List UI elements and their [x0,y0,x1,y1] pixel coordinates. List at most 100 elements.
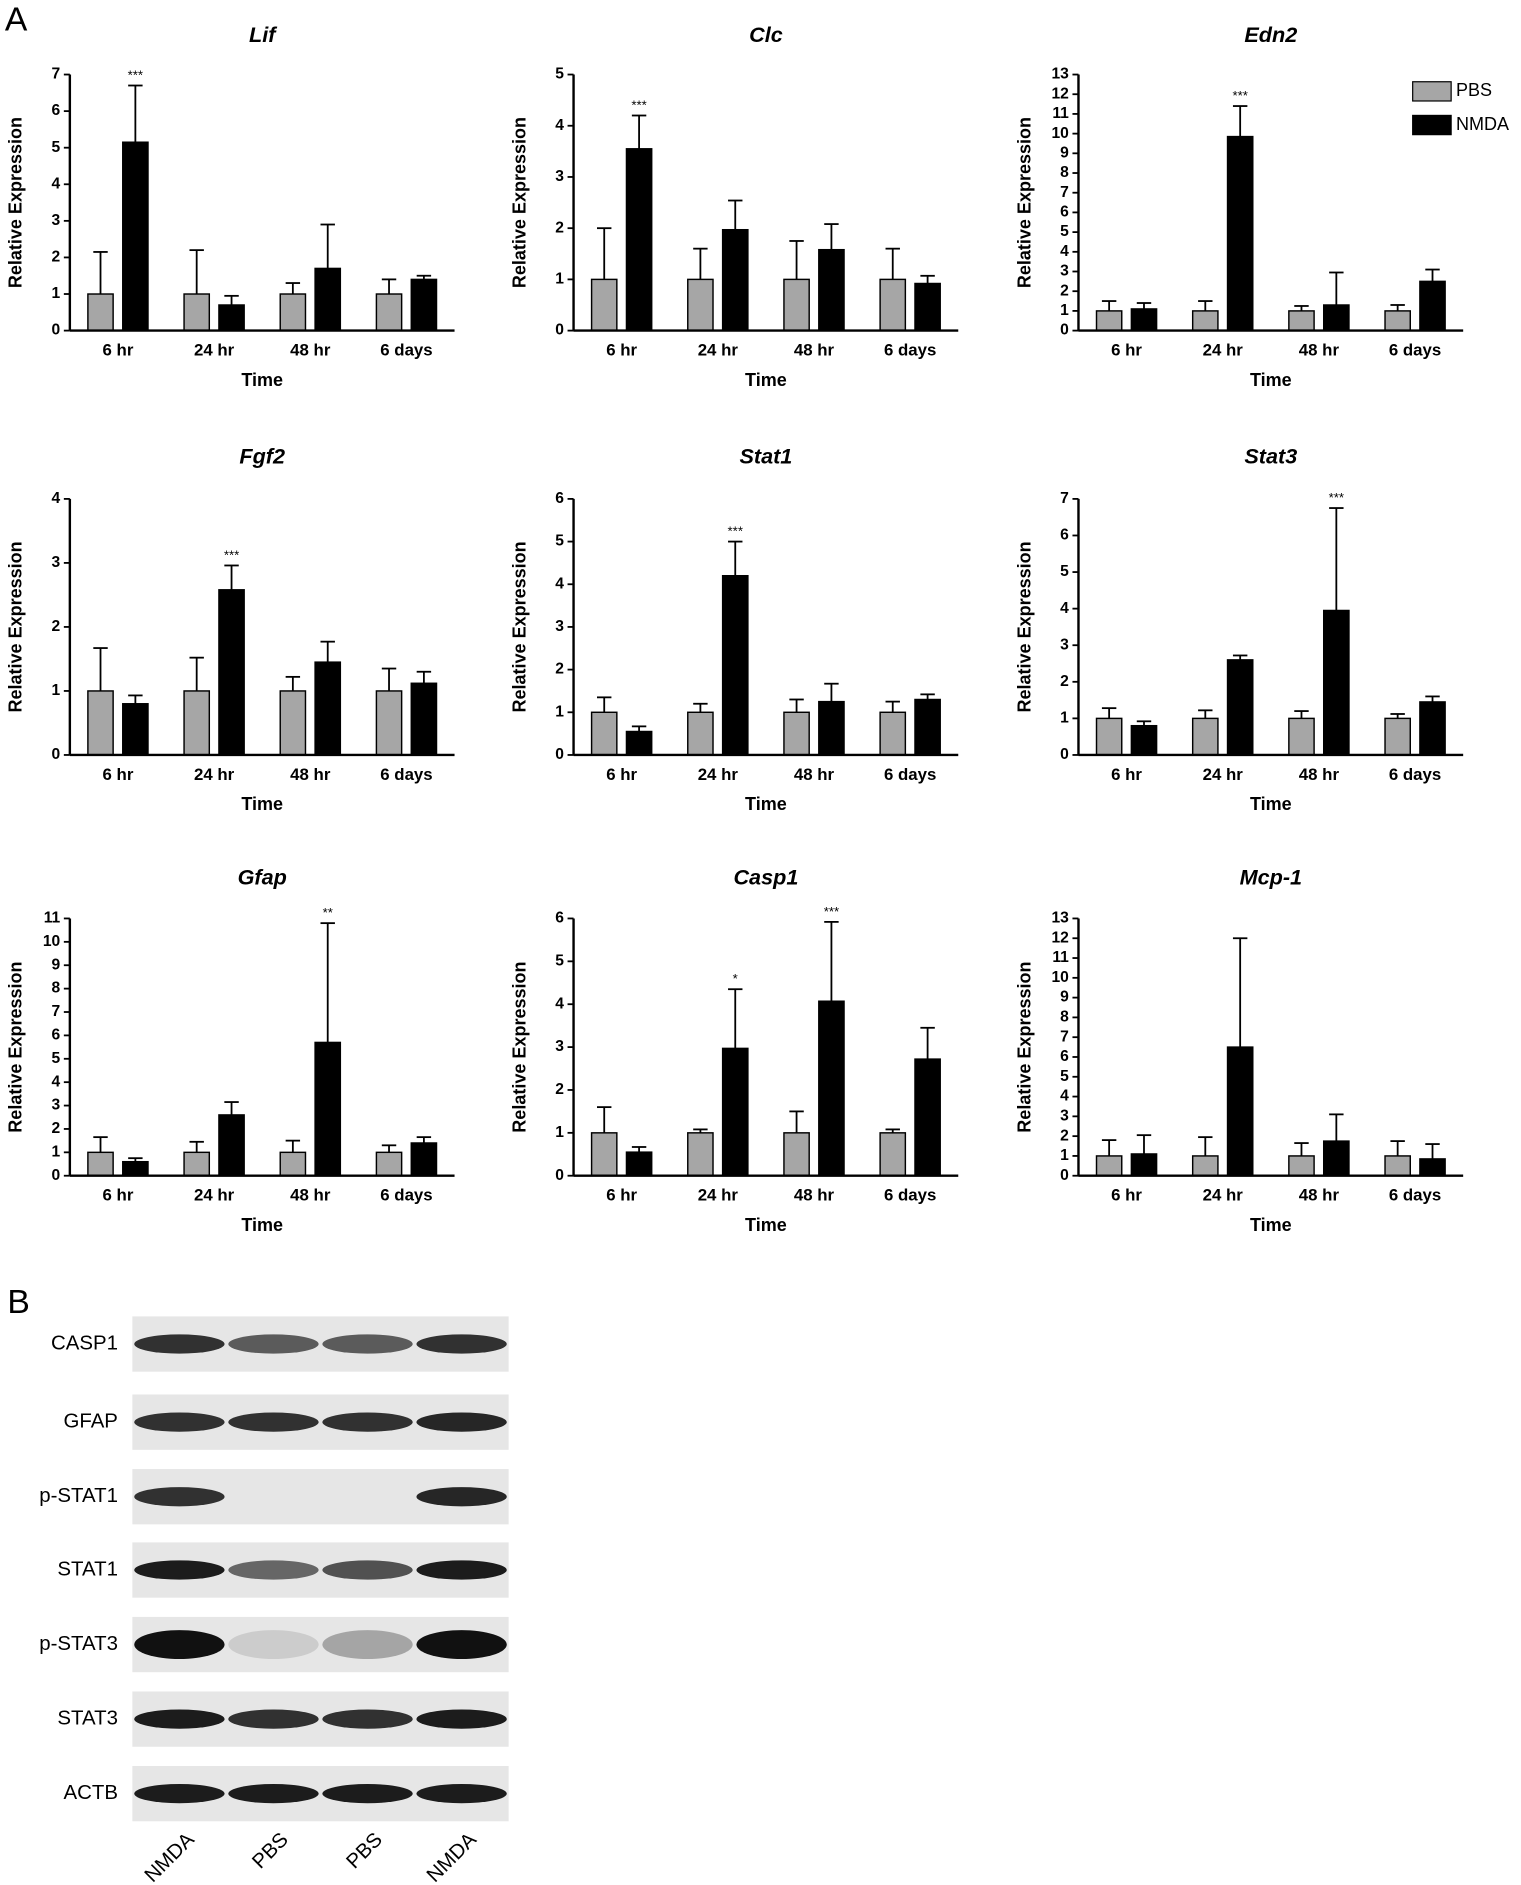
y-tick-label: 11 [44,910,61,927]
blot-band [322,1630,413,1659]
bar [687,278,714,332]
bar [1288,310,1315,332]
legend-swatch [1412,114,1452,136]
y-tick-label: 7 [52,66,61,83]
y-tick-label: 12 [1051,85,1069,102]
bar [87,690,114,756]
legend-swatch [1412,81,1452,102]
x-tick-label: 24 hr [194,1186,235,1205]
y-tick-label: 6 [555,490,564,507]
y-tick-label: 7 [1060,490,1069,507]
y-tick-label: 4 [52,175,61,192]
bar [1191,310,1219,332]
blot-band [228,1412,319,1432]
y-tick-label: 13 [1051,910,1069,927]
x-axis-label: Time [1250,794,1292,814]
y-tick-label: 4 [52,1073,61,1090]
bar [218,304,245,332]
y-axis-label: Relative Expression [6,961,26,1132]
bar [183,293,211,332]
y-tick-label: 12 [1051,929,1069,946]
y-axis-label: Relative Expression [1014,117,1034,288]
blot-band [322,1560,413,1580]
bar [1384,310,1411,332]
bar [314,1041,342,1177]
y-tick-label: 4 [555,995,564,1012]
y-tick-label: 6 [52,1027,61,1044]
x-axis-label: Time [241,370,283,390]
bar [279,690,307,756]
y-tick-label: 8 [1060,1009,1069,1026]
y-tick-label: 2 [1060,673,1069,690]
y-axis-label: Relative Expression [6,117,26,288]
chart-title: Casp1 [733,865,798,890]
y-tick-label: 4 [555,575,564,592]
y-tick-label: 1 [555,703,564,720]
x-tick-label: 6 days [380,340,432,359]
bar [1226,135,1254,332]
y-tick-label: 0 [555,1167,564,1184]
y-tick-label: 3 [52,212,61,229]
y-tick-label: 2 [555,219,564,236]
x-tick-label: 24 hr [698,765,739,784]
bar [625,148,653,332]
x-tick-label: 24 hr [194,340,235,359]
bar [122,141,149,332]
x-tick-label: 6 hr [1111,765,1142,784]
y-tick-label: 11 [1052,949,1069,966]
x-tick-label: 24 hr [698,340,739,359]
significance: *** [224,547,239,562]
bar [375,1151,403,1177]
x-tick-label: 48 hr [1299,1186,1340,1205]
x-axis-label: Time [241,1215,283,1235]
y-tick-label: 1 [52,1143,61,1160]
y-tick-label: 1 [555,1124,564,1141]
y-tick-label: 5 [1060,563,1069,580]
x-tick-label: 6 hr [1111,1186,1142,1205]
y-tick-label: 0 [555,322,564,339]
x-tick-label: 24 hr [1203,340,1244,359]
bar [1226,1046,1254,1177]
x-tick-label: 48 hr [794,765,835,784]
y-tick-label: 10 [1051,125,1069,142]
x-tick-label: 48 hr [794,340,835,359]
bar [625,730,653,756]
y-tick-label: 0 [52,1167,61,1184]
blot-band [416,1709,507,1729]
y-tick-label: 3 [52,554,61,571]
bar [1226,659,1254,756]
bar [122,1160,149,1177]
bar [721,574,749,756]
x-axis-label: Time [1250,1215,1292,1235]
x-tick-label: 6 hr [103,765,134,784]
y-tick-label: 0 [52,322,61,339]
bar [279,1151,307,1177]
x-tick-label: 24 hr [1203,765,1244,784]
y-tick-label: 11 [1052,105,1069,122]
x-tick-label: 48 hr [1299,340,1340,359]
blot-band [322,1334,413,1354]
x-tick-label: 48 hr [1299,765,1340,784]
bar [183,690,211,756]
y-tick-label: 2 [52,1120,61,1137]
y-tick-label: 1 [1060,1147,1069,1164]
y-tick-label: 2 [52,249,61,266]
chart-title: Gfap [238,865,287,890]
y-axis-label: Relative Expression [1014,541,1034,712]
y-tick-label: 0 [1060,1167,1069,1184]
y-tick-label: 4 [555,117,564,134]
blot-band [134,1630,225,1659]
y-tick-label: 13 [1051,66,1069,83]
y-tick-label: 7 [52,1003,61,1020]
blot-lane-label: NMDA [423,1828,481,1885]
bar [783,711,810,756]
y-tick-label: 6 [1060,1048,1069,1065]
x-tick-label: 6 days [1389,765,1441,784]
bar [1288,1155,1315,1177]
bar [721,228,749,332]
y-axis-label: Relative Expression [509,541,529,712]
y-tick-label: 9 [1060,144,1069,161]
bar [879,278,907,332]
bar [783,1132,810,1177]
blot-lane-label: PBS [248,1829,292,1873]
